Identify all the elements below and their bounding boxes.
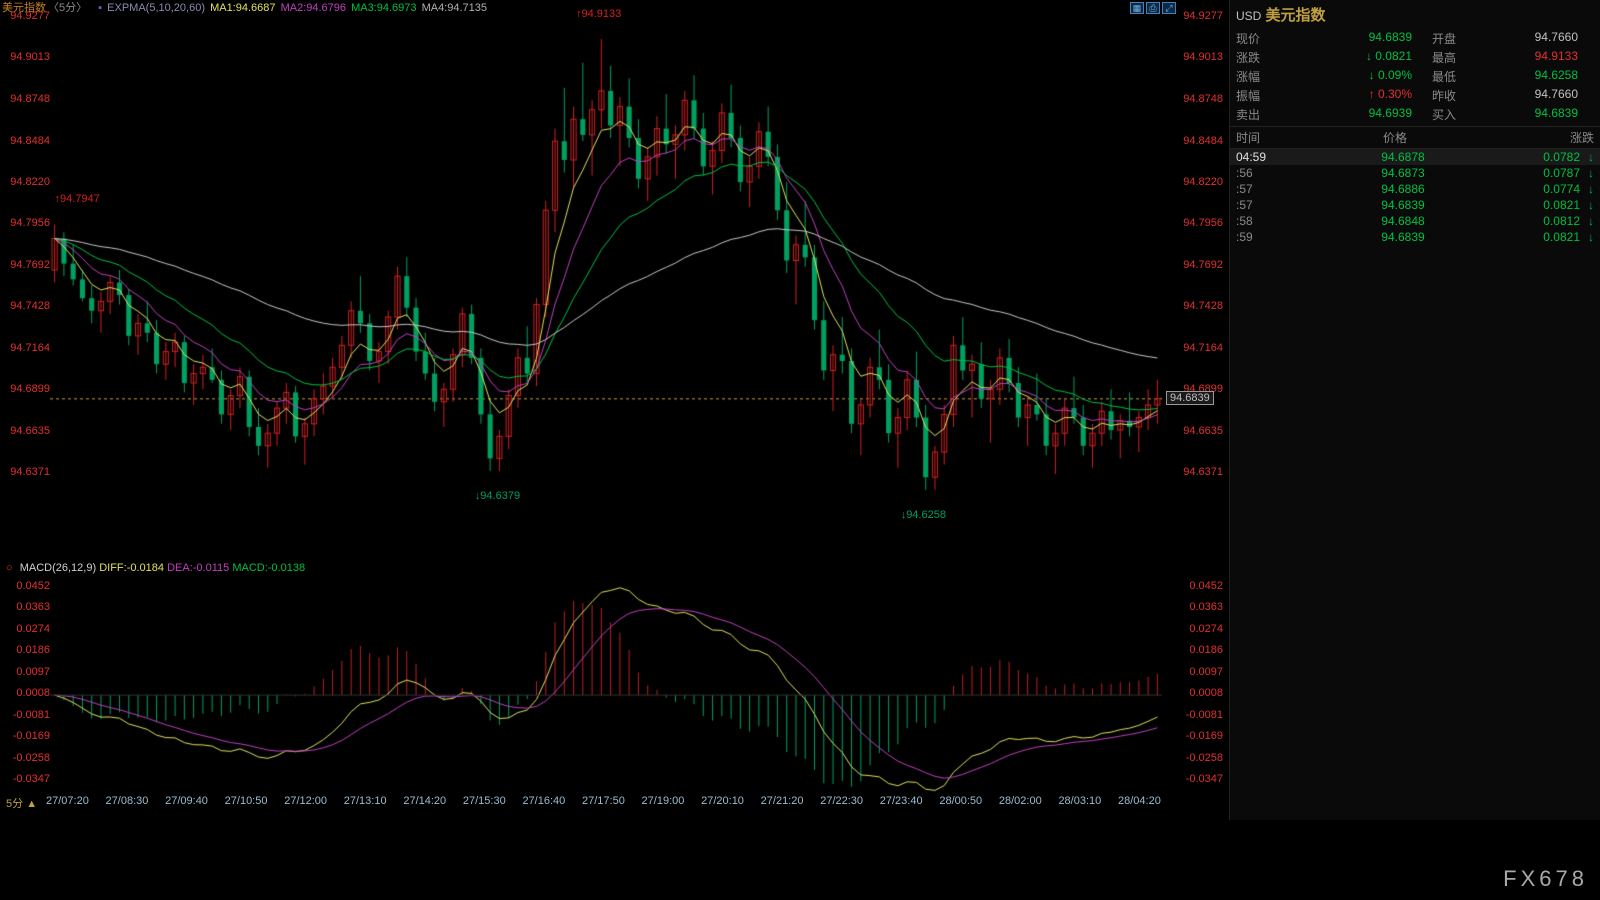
timeframe-flag[interactable]: 5分 ▲ (6, 795, 37, 811)
square-icon: ▪ (98, 2, 102, 14)
macd-header: ○ MACD(26,12,9) DIFF:-0.0184 DEA:-0.0115… (6, 562, 305, 576)
quote-rows: 现价94.6839 开盘94.7660 涨跌↓ 0.0821 最高94.9133… (1230, 29, 1600, 124)
tick-row[interactable]: :5794.68390.0821↓ (1230, 197, 1600, 213)
tick-row[interactable]: :5894.68480.0812↓ (1230, 213, 1600, 229)
tick-row[interactable]: :5994.68390.0821↓ (1230, 229, 1600, 245)
quote-row: 振幅↑ 0.30% 昨收94.7660 (1230, 86, 1600, 105)
tick-row[interactable]: :5794.68860.0774↓ (1230, 181, 1600, 197)
xaxis: 27/07:2027/08:3027/09:4027/10:5027/12:00… (50, 795, 1162, 811)
macd-yaxis-left: 0.04520.03630.02740.01860.00970.0008-0.0… (2, 574, 50, 792)
quote-row: 涨幅↓ 0.09% 最低94.6258 (1230, 67, 1600, 86)
quote-row: 现价94.6839 开盘94.7660 (1230, 29, 1600, 48)
circle-icon: ○ (6, 562, 13, 574)
yaxis-right: 94.927794.901394.874894.848494.822094.79… (1165, 16, 1223, 562)
timeframe-label: 〈5分〉 (48, 2, 87, 14)
quote-row: 涨跌↓ 0.0821 最高94.9133 (1230, 48, 1600, 67)
quote-panel: USD 美元指数 现价94.6839 开盘94.7660 涨跌↓ 0.0821 … (1229, 0, 1600, 820)
price-annotation: ↓94.6379 (475, 490, 520, 502)
chart-tool-icons[interactable]: ▦ ⎙ ⤢ (1130, 2, 1176, 14)
candlestick-chart[interactable] (50, 16, 1162, 562)
tick-row[interactable]: :5694.68730.0787↓ (1230, 165, 1600, 181)
tick-header: 时间价格涨跌 (1230, 126, 1600, 149)
tool-icon[interactable]: ⤢ (1162, 2, 1176, 14)
last-price-tag: 94.6839 (1166, 391, 1214, 405)
yaxis-left: 94.927794.901394.874894.848494.822094.79… (2, 16, 50, 562)
quote-row: 卖出94.6939 买入94.6839 (1230, 105, 1600, 124)
macd-chart[interactable] (50, 574, 1162, 792)
price-annotation: ↑94.7947 (54, 193, 99, 205)
indicator-name: EXPMA(5,10,20,60) (107, 2, 205, 14)
ma-readouts: MA1:94.6687 MA2:94.6796 MA3:94.6973 MA4:… (210, 2, 489, 14)
panel-title: USD 美元指数 (1230, 0, 1600, 29)
macd-label: MACD(26,12,9) (20, 562, 96, 574)
tick-row[interactable]: 04:5994.68780.0782↓ (1230, 149, 1600, 165)
tool-icon[interactable]: ▦ (1130, 2, 1144, 14)
macd-readout: DIFF:-0.0184 DEA:-0.0115 MACD:-0.0138 (99, 562, 305, 574)
tick-rows: 04:5994.68780.0782↓ :5694.68730.0787↓ :5… (1230, 149, 1600, 245)
watermark: FX678 (1503, 866, 1588, 892)
chart-header: 美元指数〈5分〉 ▪ EXPMA(5,10,20,60) MA1:94.6687… (2, 0, 491, 16)
price-annotation: ↑94.9133 (576, 8, 621, 20)
macd-yaxis-right: 0.04520.03630.02740.01860.00970.0008-0.0… (1165, 574, 1223, 792)
price-annotation: ↓94.6258 (901, 509, 946, 521)
tool-icon[interactable]: ⎙ (1146, 2, 1160, 14)
